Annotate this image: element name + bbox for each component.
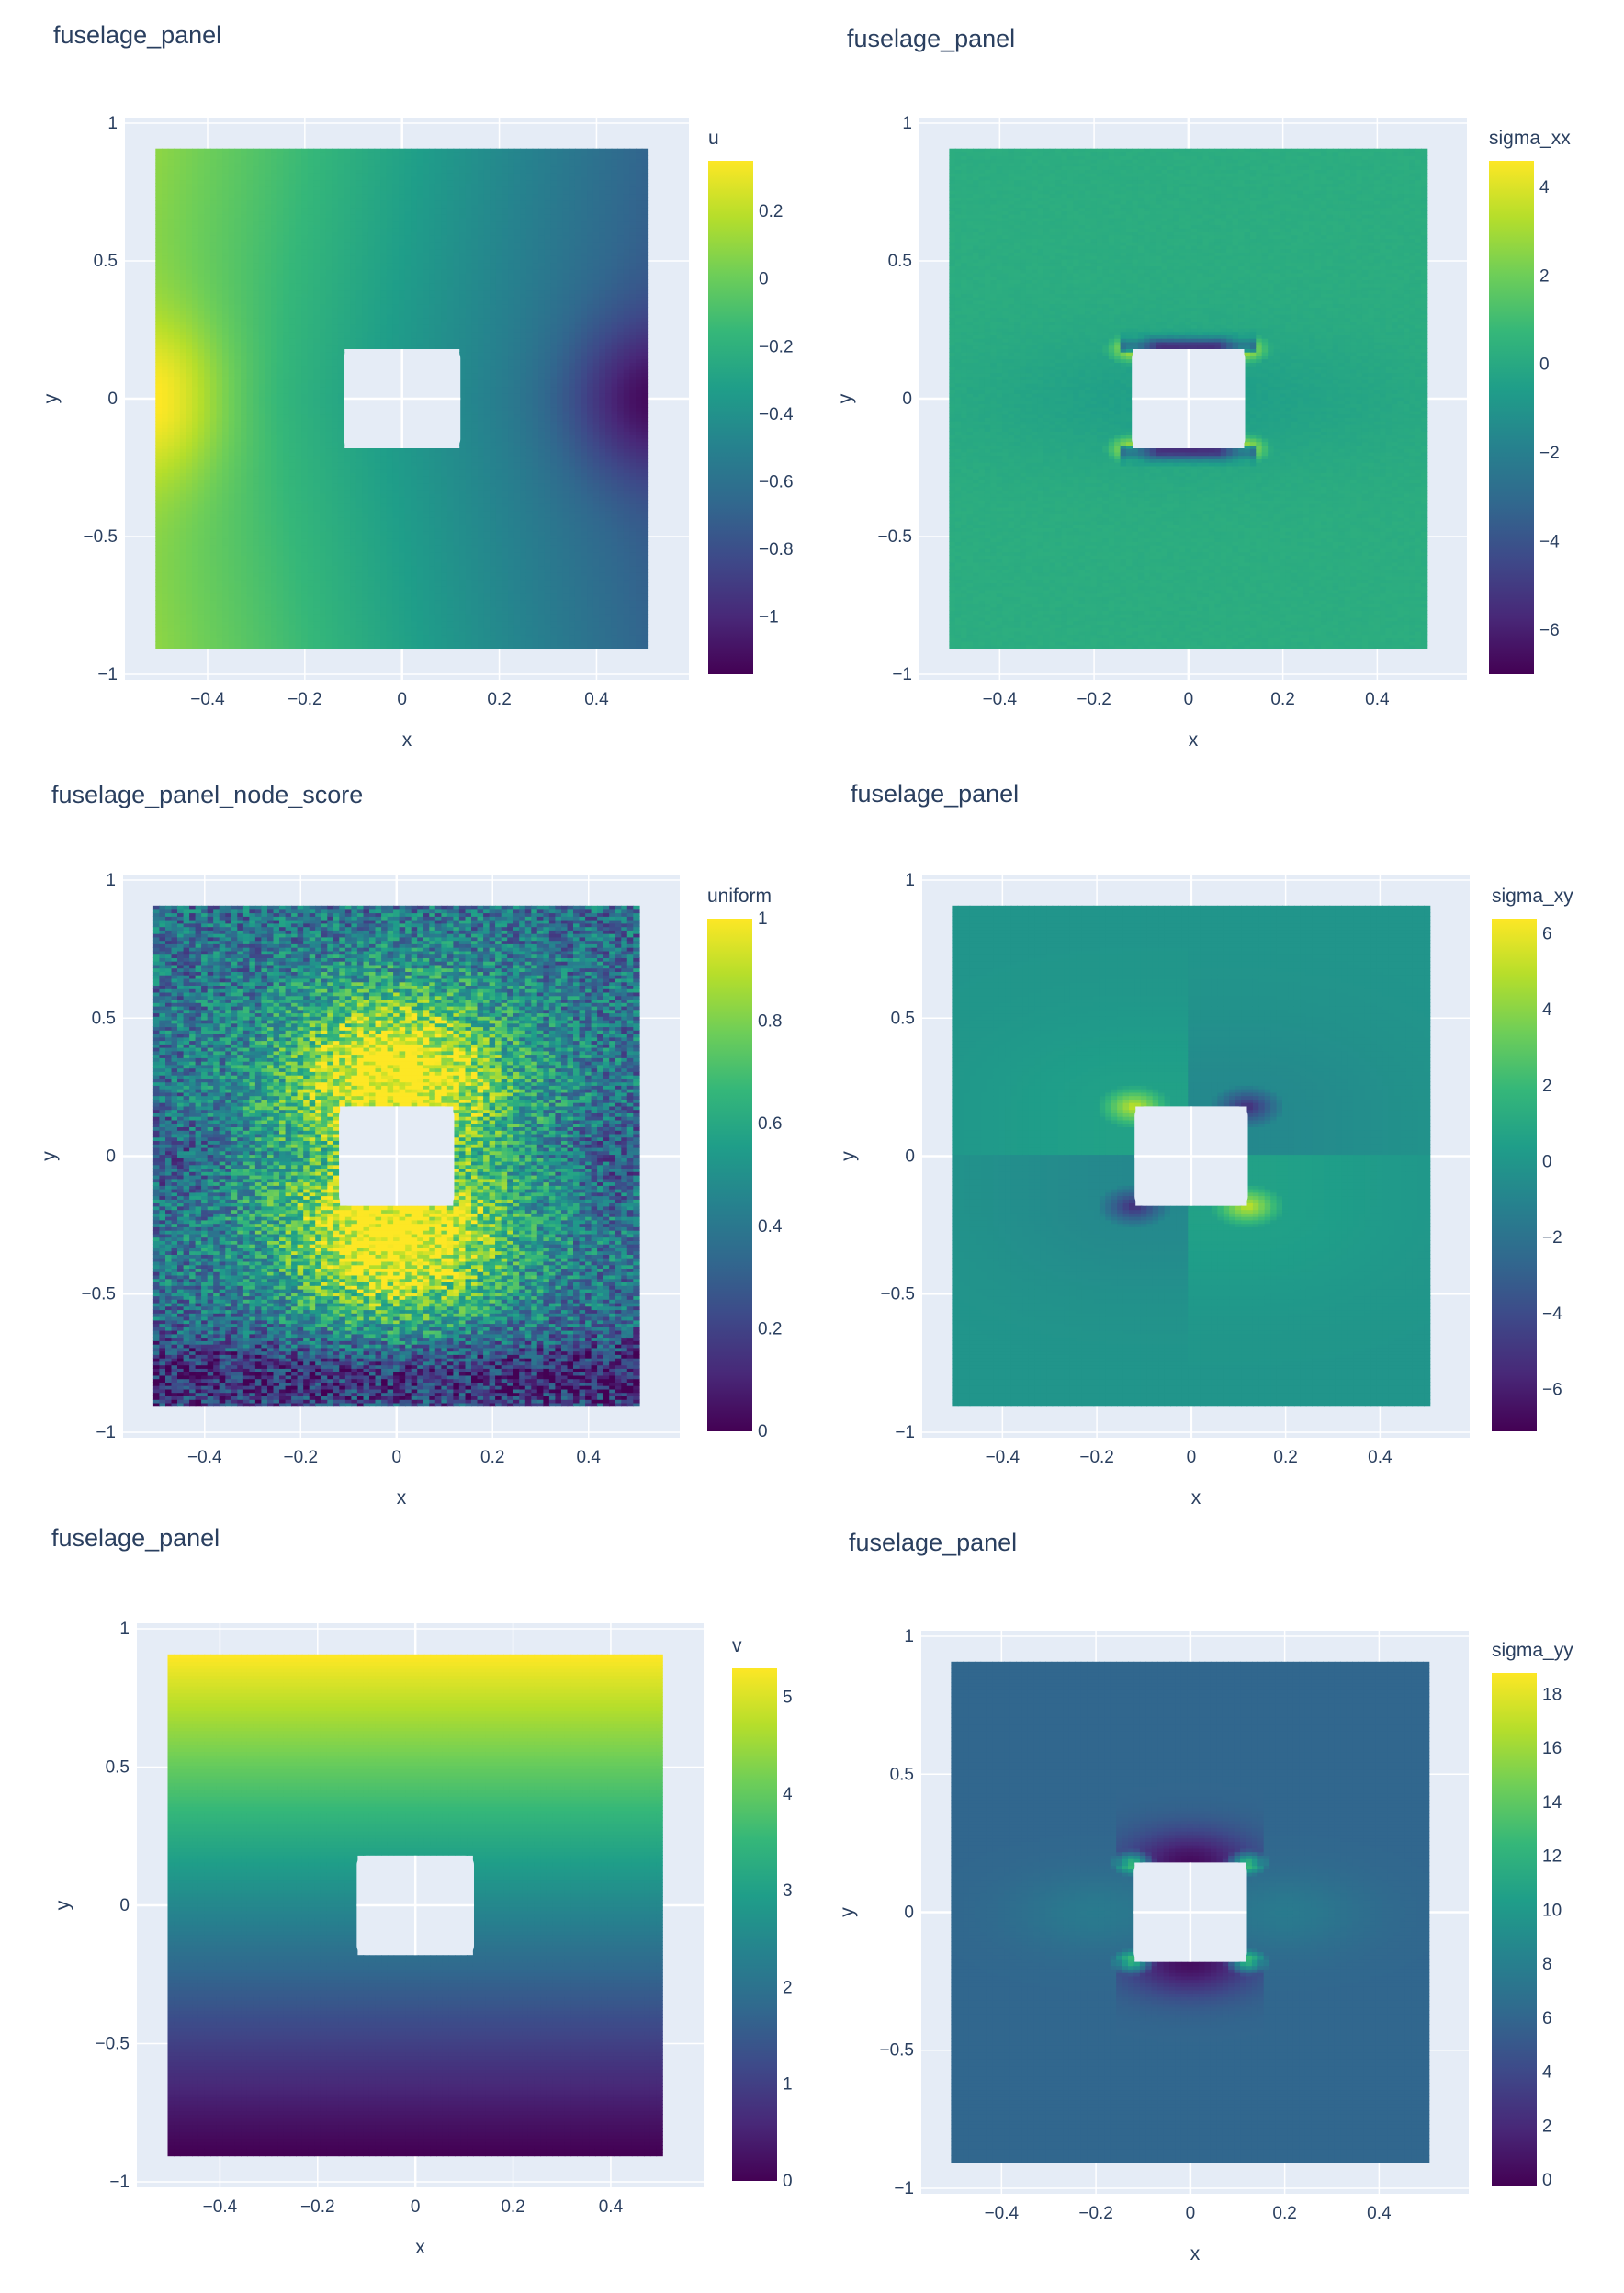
figure-canvas: fuselage_panel −0.4 −0.2 0 0.2 0.4 −1 −0.5 0 0.5 1… [0, 0, 1624, 2293]
